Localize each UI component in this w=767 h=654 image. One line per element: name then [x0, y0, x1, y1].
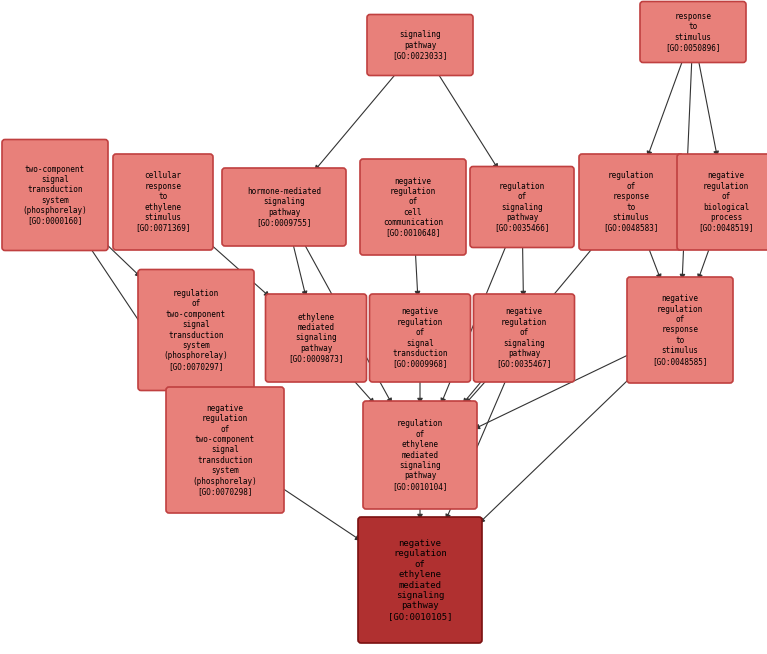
Text: hormone-mediated
signaling
pathway
[GO:0009755]: hormone-mediated signaling pathway [GO:0… [247, 187, 321, 227]
Text: negative
regulation
of
two-component
signal
transduction
system
(phosphorelay)
[: negative regulation of two-component sig… [193, 404, 258, 496]
FancyBboxPatch shape [166, 387, 284, 513]
FancyBboxPatch shape [677, 154, 767, 250]
FancyBboxPatch shape [579, 154, 683, 250]
Text: cellular
response
to
ethylene
stimulus
[GO:0071369]: cellular response to ethylene stimulus [… [135, 171, 191, 233]
FancyBboxPatch shape [627, 277, 733, 383]
Text: negative
regulation
of
cell
communication
[GO:0010648]: negative regulation of cell communicatio… [383, 177, 443, 237]
FancyBboxPatch shape [265, 294, 367, 382]
FancyBboxPatch shape [2, 139, 108, 250]
Text: negative
regulation
of
response
to
stimulus
[GO:0048585]: negative regulation of response to stimu… [652, 294, 708, 366]
FancyBboxPatch shape [363, 401, 477, 509]
Text: regulation
of
ethylene
mediated
signaling
pathway
[GO:0010104]: regulation of ethylene mediated signalin… [392, 419, 448, 490]
FancyBboxPatch shape [358, 517, 482, 643]
Text: negative
regulation
of
signal
transduction
[GO:0009968]: negative regulation of signal transducti… [392, 307, 448, 368]
FancyBboxPatch shape [470, 167, 574, 247]
Text: regulation
of
signaling
pathway
[GO:0035466]: regulation of signaling pathway [GO:0035… [494, 182, 550, 232]
Text: negative
regulation
of
ethylene
mediated
signaling
pathway
[GO:0010105]: negative regulation of ethylene mediated… [388, 539, 453, 621]
FancyBboxPatch shape [113, 154, 213, 250]
FancyBboxPatch shape [367, 14, 473, 75]
FancyBboxPatch shape [370, 294, 470, 382]
Text: two-component
signal
transduction
system
(phosphorelay)
[GO:0000160]: two-component signal transduction system… [22, 165, 87, 226]
FancyBboxPatch shape [222, 168, 346, 246]
Text: regulation
of
response
to
stimulus
[GO:0048583]: regulation of response to stimulus [GO:0… [604, 171, 659, 233]
FancyBboxPatch shape [473, 294, 574, 382]
FancyBboxPatch shape [138, 269, 254, 390]
FancyBboxPatch shape [640, 1, 746, 63]
FancyBboxPatch shape [360, 159, 466, 255]
Text: negative
regulation
of
biological
process
[GO:0048519]: negative regulation of biological proces… [698, 171, 754, 233]
Text: ethylene
mediated
signaling
pathway
[GO:0009873]: ethylene mediated signaling pathway [GO:… [288, 313, 344, 364]
Text: regulation
of
two-component
signal
transduction
system
(phosphorelay)
[GO:007029: regulation of two-component signal trans… [163, 289, 229, 371]
Text: response
to
stimulus
[GO:0050896]: response to stimulus [GO:0050896] [665, 12, 721, 52]
Text: signaling
pathway
[GO:0023033]: signaling pathway [GO:0023033] [392, 30, 448, 60]
Text: negative
regulation
of
signaling
pathway
[GO:0035467]: negative regulation of signaling pathway… [496, 307, 551, 368]
